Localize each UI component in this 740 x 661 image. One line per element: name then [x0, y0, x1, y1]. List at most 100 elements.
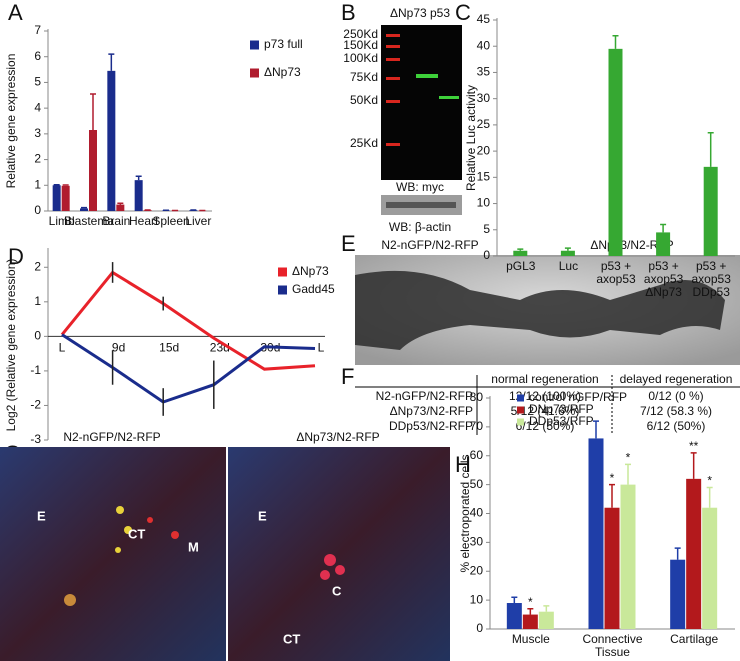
y-tick-label: 25: [477, 117, 491, 131]
y-tick-label: 40: [470, 506, 484, 520]
x-tick-label: axop53: [692, 272, 732, 286]
region-label: E: [258, 508, 267, 523]
table-header: delayed regeneration: [620, 372, 733, 386]
y-axis-label: Relative Luc activity: [464, 85, 478, 191]
legend-label: Gadd45: [292, 282, 335, 296]
panel-letter: H: [455, 452, 471, 477]
y-tick-label: 2: [34, 152, 41, 166]
band: [416, 74, 438, 78]
panel-letter: A: [8, 0, 23, 25]
y-tick-label: 20: [470, 563, 484, 577]
blot-caption: WB: β-actin: [389, 220, 451, 234]
error-bar: [707, 132, 714, 167]
x-tick-label: Muscle: [512, 632, 550, 646]
bar: [52, 185, 61, 211]
y-tick-label: 1: [34, 294, 41, 308]
error-bar: [564, 247, 571, 251]
legend-swatch: [278, 267, 287, 277]
y-tick-label: 30: [470, 535, 484, 549]
bar: [560, 250, 575, 256]
error-bar: [706, 486, 713, 508]
bar: [522, 614, 538, 629]
y-tick-label: 0: [34, 329, 41, 343]
x-tick-label: L: [59, 341, 66, 355]
significance: **: [689, 439, 699, 453]
y-tick-label: 4: [34, 100, 41, 114]
table-cell: ΔNp73/N2-RFP: [390, 404, 473, 418]
x-tick-label: L: [318, 341, 325, 355]
y-axis-label: Log2 (Relative gene expression): [4, 259, 18, 432]
table-cell: 6/12 (50%): [516, 419, 575, 433]
micro-title: N2-nGFP/N2-RFP: [63, 430, 160, 444]
error-bar: [660, 223, 667, 233]
bar: [116, 204, 125, 211]
bar: [107, 70, 116, 211]
y-tick-label: 10: [470, 592, 484, 606]
y-tick-label: 20: [477, 143, 491, 157]
legend-label: DDp53/RFP: [529, 414, 594, 428]
error-bar: [609, 483, 615, 508]
bar: [80, 208, 88, 211]
x-tick-label: Luc: [559, 259, 578, 273]
y-tick-label: 0: [476, 621, 483, 635]
y-tick-label: 3: [34, 126, 41, 140]
x-tick-label: pGL3: [506, 259, 536, 273]
legend-swatch: [250, 68, 259, 78]
region-label: E: [37, 508, 46, 523]
line: [60, 270, 316, 371]
x-tick-label: p53 +: [696, 259, 726, 273]
bar: [134, 180, 143, 211]
photo-title: N2-nGFP/N2-RFP: [381, 238, 478, 252]
y-tick-label: 1: [34, 177, 41, 191]
panel-letter: E: [341, 231, 356, 256]
y-axis-label: % electroporated cells: [458, 454, 472, 572]
error-bar: [674, 547, 681, 560]
table-cell: 7/12 (58.3 %): [640, 404, 712, 418]
legend-label: ΔNp73: [264, 65, 301, 79]
region-label: C: [332, 583, 342, 598]
y-tick-label: 40: [477, 38, 491, 52]
actin-band: [386, 202, 456, 208]
error-bar: [612, 34, 619, 49]
y-tick-label: 45: [477, 12, 491, 26]
marker-label: 75Kd: [350, 70, 378, 84]
y-tick-label: 5: [34, 75, 41, 89]
marker-label: 250Kd: [343, 27, 378, 41]
bar: [513, 250, 528, 256]
significance: *: [707, 474, 712, 488]
cells: [64, 506, 345, 606]
y-tick-label: 15: [477, 170, 491, 184]
table-cell: DDp53/N2-RFP: [389, 419, 473, 433]
micrograph: [228, 447, 450, 661]
legend-swatch: [250, 40, 259, 50]
error-bar: [135, 175, 142, 181]
error-bar: [593, 420, 599, 439]
marker-label: 50Kd: [350, 93, 378, 107]
table-cell: 12/12 (100%): [509, 389, 581, 403]
line: [61, 333, 316, 404]
bar: [686, 478, 702, 629]
y-tick-label: 35: [477, 65, 491, 79]
y-tick-label: 10: [477, 196, 491, 210]
y-tick-label: -3: [30, 432, 41, 446]
blot-caption: WB: myc: [396, 180, 444, 194]
legend-swatch: [517, 394, 524, 402]
y-tick-label: 0: [34, 203, 41, 217]
legend-swatch: [517, 406, 524, 414]
x-tick-label: Spleen: [152, 214, 189, 228]
error-bar: [90, 93, 96, 130]
panel-letter: C: [455, 0, 471, 25]
table-cell: 6/12 (50%): [647, 419, 706, 433]
x-tick-label: axop53: [644, 272, 684, 286]
blot-title: ΔNp73 p53: [390, 6, 450, 20]
x-tick-label: 9d: [112, 341, 125, 355]
error-bar: [517, 248, 524, 251]
ladder: [386, 34, 400, 146]
x-tick-label: Cartilage: [670, 632, 718, 646]
x-tick-label: p53 +: [601, 259, 631, 273]
bar: [604, 507, 620, 629]
panel-letter: B: [341, 0, 356, 25]
x-tick-label: 15d: [159, 341, 179, 355]
marker-label: 150Kd: [343, 38, 378, 52]
y-tick-label: -2: [30, 398, 41, 412]
